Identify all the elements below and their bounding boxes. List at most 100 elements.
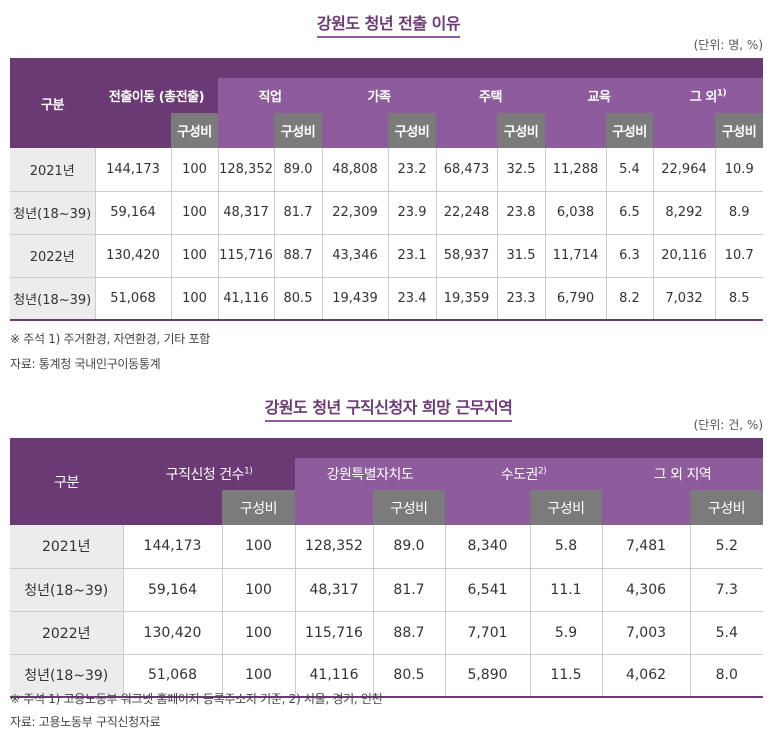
header-job: 직업 — [218, 78, 322, 113]
table-cell: 100 — [170, 148, 218, 192]
table2-note: ※ 주석 1) 고용노동부 워크넷 홈페이지 등록주소지 기준, 2) 서울, … — [10, 692, 383, 706]
table-cell: 6,790 — [544, 277, 606, 321]
header-other: 그 외1) — [653, 78, 763, 113]
youth-outmigration-table: 구분 전출이동 (총전출) 직업 가족 주택 교육 그 외1) 구성비 구성비 … — [10, 58, 763, 321]
table-cell: 144,173 — [122, 525, 222, 569]
table-cell: 6.5 — [605, 191, 653, 235]
header-ratio: 구성비 — [222, 490, 295, 525]
table-cell: 5.9 — [529, 611, 602, 655]
header-ratio: 구성비 — [274, 113, 322, 148]
row-label: 청년(18~39) — [10, 654, 123, 698]
table-cell: 89.0 — [273, 148, 322, 192]
table-cell: 8.5 — [714, 277, 763, 321]
header-ratio: 구성비 — [497, 113, 545, 148]
table-row: 청년(18~39) 51,068 100 41,116 80.5 5,890 11.5 4,0… — [10, 654, 763, 698]
table-cell: 22,964 — [652, 148, 715, 192]
table-cell: 115,716 — [217, 234, 274, 278]
table-cell: 100 — [221, 611, 295, 655]
table-cell: 8,292 — [652, 191, 715, 235]
table-cell: 128,352 — [217, 148, 274, 192]
table-cell: 51,068 — [94, 277, 171, 321]
table-cell: 22,309 — [321, 191, 388, 235]
row-label: 청년(18~39) — [10, 277, 95, 321]
header-housing: 주택 — [436, 78, 545, 113]
table-cell: 11,288 — [544, 148, 606, 192]
table-cell: 7.3 — [689, 568, 763, 612]
header-ratio: 구성비 — [606, 113, 653, 148]
table-cell: 11.1 — [529, 568, 602, 612]
table2-title: 강원도 청년 구직신청자 희망 근무지역 — [0, 394, 777, 422]
header-gangwon: 강원특별자치도 — [295, 458, 445, 490]
header-ratio: 구성비 — [690, 490, 763, 525]
table-cell: 31.5 — [496, 234, 545, 278]
table-cell: 80.5 — [372, 654, 445, 698]
table-cell: 23.1 — [387, 234, 436, 278]
table-cell: 23.3 — [496, 277, 545, 321]
table-cell: 48,317 — [294, 568, 373, 612]
table-cell: 5.4 — [605, 148, 653, 192]
table-cell: 23.9 — [387, 191, 436, 235]
table-cell: 115,716 — [294, 611, 373, 655]
header-education: 교육 — [545, 78, 653, 113]
table-cell: 100 — [170, 234, 218, 278]
table-cell: 8.2 — [605, 277, 653, 321]
table-cell: 7,701 — [444, 611, 530, 655]
table-cell: 43,346 — [321, 234, 388, 278]
row-label: 2022년 — [10, 611, 123, 655]
table-cell: 130,420 — [122, 611, 222, 655]
table-cell: 8.9 — [714, 191, 763, 235]
table-cell: 20,116 — [652, 234, 715, 278]
table-cell: 144,173 — [94, 148, 171, 192]
table2-source: 자료: 고용노동부 구직신청자료 — [10, 715, 161, 729]
table-row: 2022년 130,420 100 115,716 88.7 7,701 5.9 7,003 5… — [10, 611, 763, 655]
header-ratio: 구성비 — [388, 113, 436, 148]
table-cell: 51,068 — [122, 654, 222, 698]
table-cell: 32.5 — [496, 148, 545, 192]
table-cell: 7,032 — [652, 277, 715, 321]
table-cell: 68,473 — [435, 148, 497, 192]
table-row: 2021년 144,173 100 128,352 89.0 8,340 5.8 7,481 5… — [10, 525, 763, 569]
table-cell: 8,340 — [444, 525, 530, 569]
header-category: 구분 — [10, 58, 95, 148]
table-cell: 48,317 — [217, 191, 274, 235]
table-cell: 128,352 — [294, 525, 373, 569]
table-cell: 80.5 — [273, 277, 322, 321]
table-cell: 5.2 — [689, 525, 763, 569]
table-cell: 19,439 — [321, 277, 388, 321]
table-cell: 4,306 — [601, 568, 690, 612]
table-cell: 88.7 — [273, 234, 322, 278]
header-category: 구분 — [10, 438, 123, 525]
table-cell: 100 — [221, 525, 295, 569]
header-ratio: 구성비 — [171, 113, 218, 148]
row-label: 2022년 — [10, 234, 95, 278]
table-cell: 23.8 — [496, 191, 545, 235]
table-cell: 4,062 — [601, 654, 690, 698]
table-cell: 8.0 — [689, 654, 763, 698]
table-cell: 5.8 — [529, 525, 602, 569]
table-row: 청년(18~39) 59,164 100 48,317 81.7 6,541 11.1 4,3… — [10, 568, 763, 612]
table-cell: 100 — [221, 568, 295, 612]
table-cell: 23.4 — [387, 277, 436, 321]
table-cell: 6,541 — [444, 568, 530, 612]
row-label: 청년(18~39) — [10, 568, 123, 612]
table-cell: 7,003 — [601, 611, 690, 655]
table-cell: 100 — [221, 654, 295, 698]
table-cell: 100 — [170, 191, 218, 235]
table-cell: 81.7 — [273, 191, 322, 235]
table1-source: 자료: 통계청 국내인구이동통계 — [10, 357, 161, 371]
table-cell: 41,116 — [294, 654, 373, 698]
header-other-region: 그 외 지역 — [602, 458, 763, 490]
table2-unit: (단위: 건, %) — [693, 418, 763, 432]
table1-note: ※ 주석 1) 주거환경, 자연환경, 기타 포함 — [10, 332, 210, 346]
table-cell: 88.7 — [372, 611, 445, 655]
row-label: 2021년 — [10, 525, 123, 569]
header-capital: 수도권2) — [445, 458, 602, 490]
row-label: 청년(18~39) — [10, 191, 95, 235]
table-cell: 19,359 — [435, 277, 497, 321]
row-label: 2021년 — [10, 148, 95, 192]
table-cell: 10.7 — [714, 234, 763, 278]
table-cell: 58,937 — [435, 234, 497, 278]
table1-unit: (단위: 명, %) — [693, 38, 763, 52]
table-row: 청년(18~39) 51,068 100 41,116 80.5 19,439 23.4 19… — [10, 277, 763, 321]
header-ratio: 구성비 — [530, 490, 602, 525]
